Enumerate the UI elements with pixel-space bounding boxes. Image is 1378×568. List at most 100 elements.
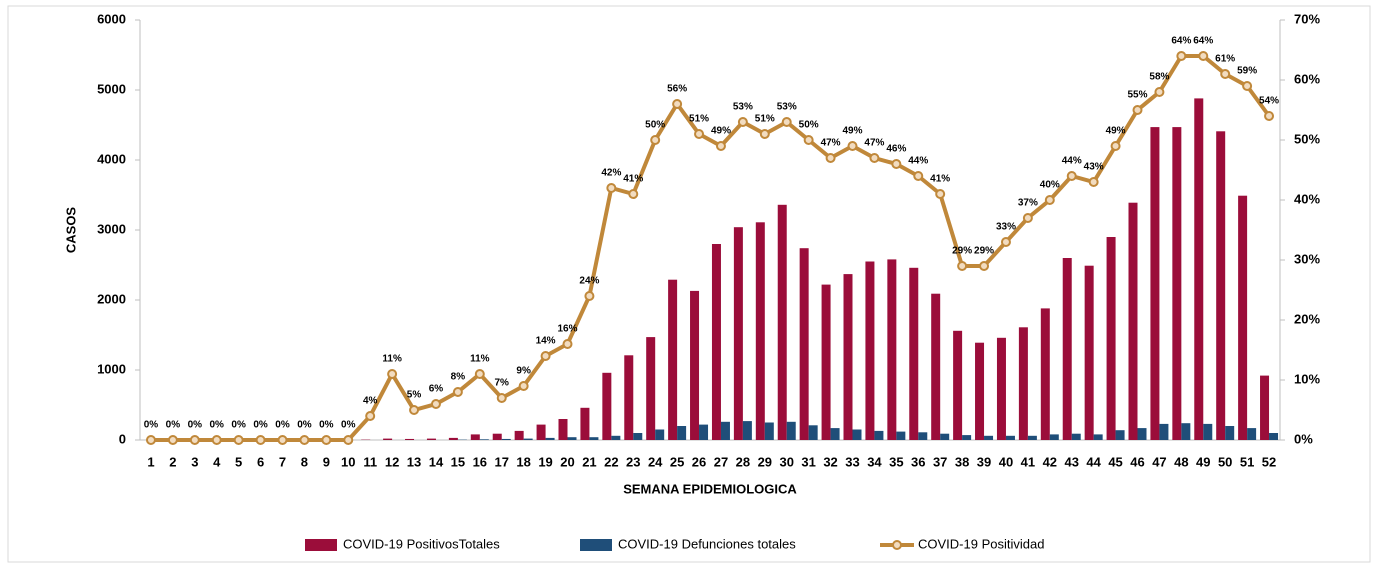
bar — [1018, 327, 1028, 440]
line-marker — [584, 291, 595, 301]
y-tick-label: 3000 — [97, 221, 126, 236]
x-tick-label: 11 — [363, 454, 377, 469]
x-tick-label: 19 — [538, 454, 552, 469]
data-label: 55% — [1127, 90, 1147, 101]
x-tick-label: 1 — [147, 454, 154, 469]
x-tick-label: 39 — [977, 454, 991, 469]
bar — [733, 227, 743, 440]
x-tick-label: 14 — [429, 454, 444, 469]
data-label: 11% — [382, 354, 402, 365]
x-tick-label: 21 — [582, 454, 596, 469]
bar — [1071, 433, 1081, 440]
x-tick-label: 10 — [341, 454, 355, 469]
bar — [865, 261, 875, 440]
legend-label: COVID-19 Defunciones totales — [618, 536, 796, 551]
line-marker — [540, 351, 551, 361]
x-tick-label: 51 — [1240, 454, 1254, 469]
x-tick-label: 47 — [1152, 454, 1166, 469]
bar — [1247, 428, 1257, 440]
line-marker — [672, 99, 683, 109]
x-tick-label: 12 — [385, 454, 399, 469]
bar — [975, 342, 985, 440]
bar — [646, 337, 656, 440]
data-label: 9% — [516, 366, 531, 377]
y2-tick-label: 70% — [1294, 11, 1320, 26]
x-tick-label: 5 — [235, 454, 242, 469]
bar — [1062, 258, 1072, 440]
line-marker — [474, 369, 485, 379]
data-label: 46% — [886, 144, 906, 155]
bar — [1172, 127, 1182, 440]
bar — [887, 259, 897, 440]
x-tick-label: 13 — [407, 454, 421, 469]
line-marker — [321, 435, 332, 445]
data-label: 7% — [495, 378, 510, 389]
bar — [953, 330, 963, 440]
bar — [405, 438, 415, 440]
x-tick-label: 22 — [604, 454, 618, 469]
line-marker — [1022, 213, 1033, 223]
bar — [426, 438, 436, 440]
line-marker — [606, 183, 617, 193]
line-marker — [1198, 51, 1209, 61]
line-marker — [803, 135, 814, 145]
data-label: 44% — [908, 156, 928, 167]
bar — [962, 435, 972, 440]
y2-tick-label: 50% — [1294, 131, 1320, 146]
bar — [523, 438, 533, 440]
x-tick-label: 36 — [911, 454, 925, 469]
x-tick-label: 27 — [714, 454, 728, 469]
legend-swatch — [580, 539, 612, 551]
data-label: 50% — [799, 120, 819, 131]
x-tick-label: 25 — [670, 454, 684, 469]
bar — [545, 437, 555, 440]
bar — [536, 424, 546, 440]
bar — [1115, 430, 1125, 440]
bar — [479, 439, 489, 440]
data-label: 0% — [166, 420, 181, 431]
line-marker — [167, 435, 178, 445]
chart-frame — [7, 5, 1371, 563]
x-tick-label: 15 — [451, 454, 465, 469]
bar — [501, 438, 511, 440]
bar — [1181, 423, 1191, 440]
line-marker — [1264, 111, 1275, 121]
bar — [909, 267, 919, 440]
x-tick-label: 42 — [1043, 454, 1057, 469]
bar — [843, 274, 853, 440]
bar — [720, 421, 730, 440]
data-label: 33% — [996, 222, 1016, 233]
bar — [742, 421, 752, 440]
data-label: 51% — [689, 114, 709, 125]
bar — [580, 407, 590, 440]
line-marker — [430, 399, 441, 409]
y-tick-label: 5000 — [97, 81, 126, 96]
bar — [1128, 202, 1138, 440]
bar — [1238, 195, 1248, 440]
bar — [931, 293, 941, 440]
y-tick-label: 1000 — [97, 361, 126, 376]
bar — [1194, 98, 1204, 441]
line-marker — [189, 435, 200, 445]
y-axis-title: CASOS — [63, 207, 78, 254]
x-tick-label: 43 — [1064, 454, 1078, 469]
line-marker — [715, 141, 726, 151]
bar — [1049, 434, 1059, 440]
x-tick-label: 17 — [494, 454, 508, 469]
data-label: 4% — [363, 396, 378, 407]
bar — [1005, 435, 1015, 440]
x-tick-label: 8 — [301, 454, 308, 469]
x-tick-label: 18 — [516, 454, 530, 469]
line-marker — [628, 189, 639, 199]
data-label: 0% — [341, 420, 356, 431]
line-marker — [869, 153, 880, 163]
x-axis-title: SEMANA EPIDEMIOLOGICA — [623, 481, 797, 496]
y2-tick-label: 40% — [1294, 191, 1320, 206]
x-tick-label: 3 — [191, 454, 198, 469]
x-tick-label: 37 — [933, 454, 947, 469]
x-tick-label: 52 — [1262, 454, 1276, 469]
bar — [996, 337, 1006, 440]
line-marker — [145, 435, 156, 445]
x-tick-label: 23 — [626, 454, 640, 469]
data-label: 0% — [188, 420, 203, 431]
